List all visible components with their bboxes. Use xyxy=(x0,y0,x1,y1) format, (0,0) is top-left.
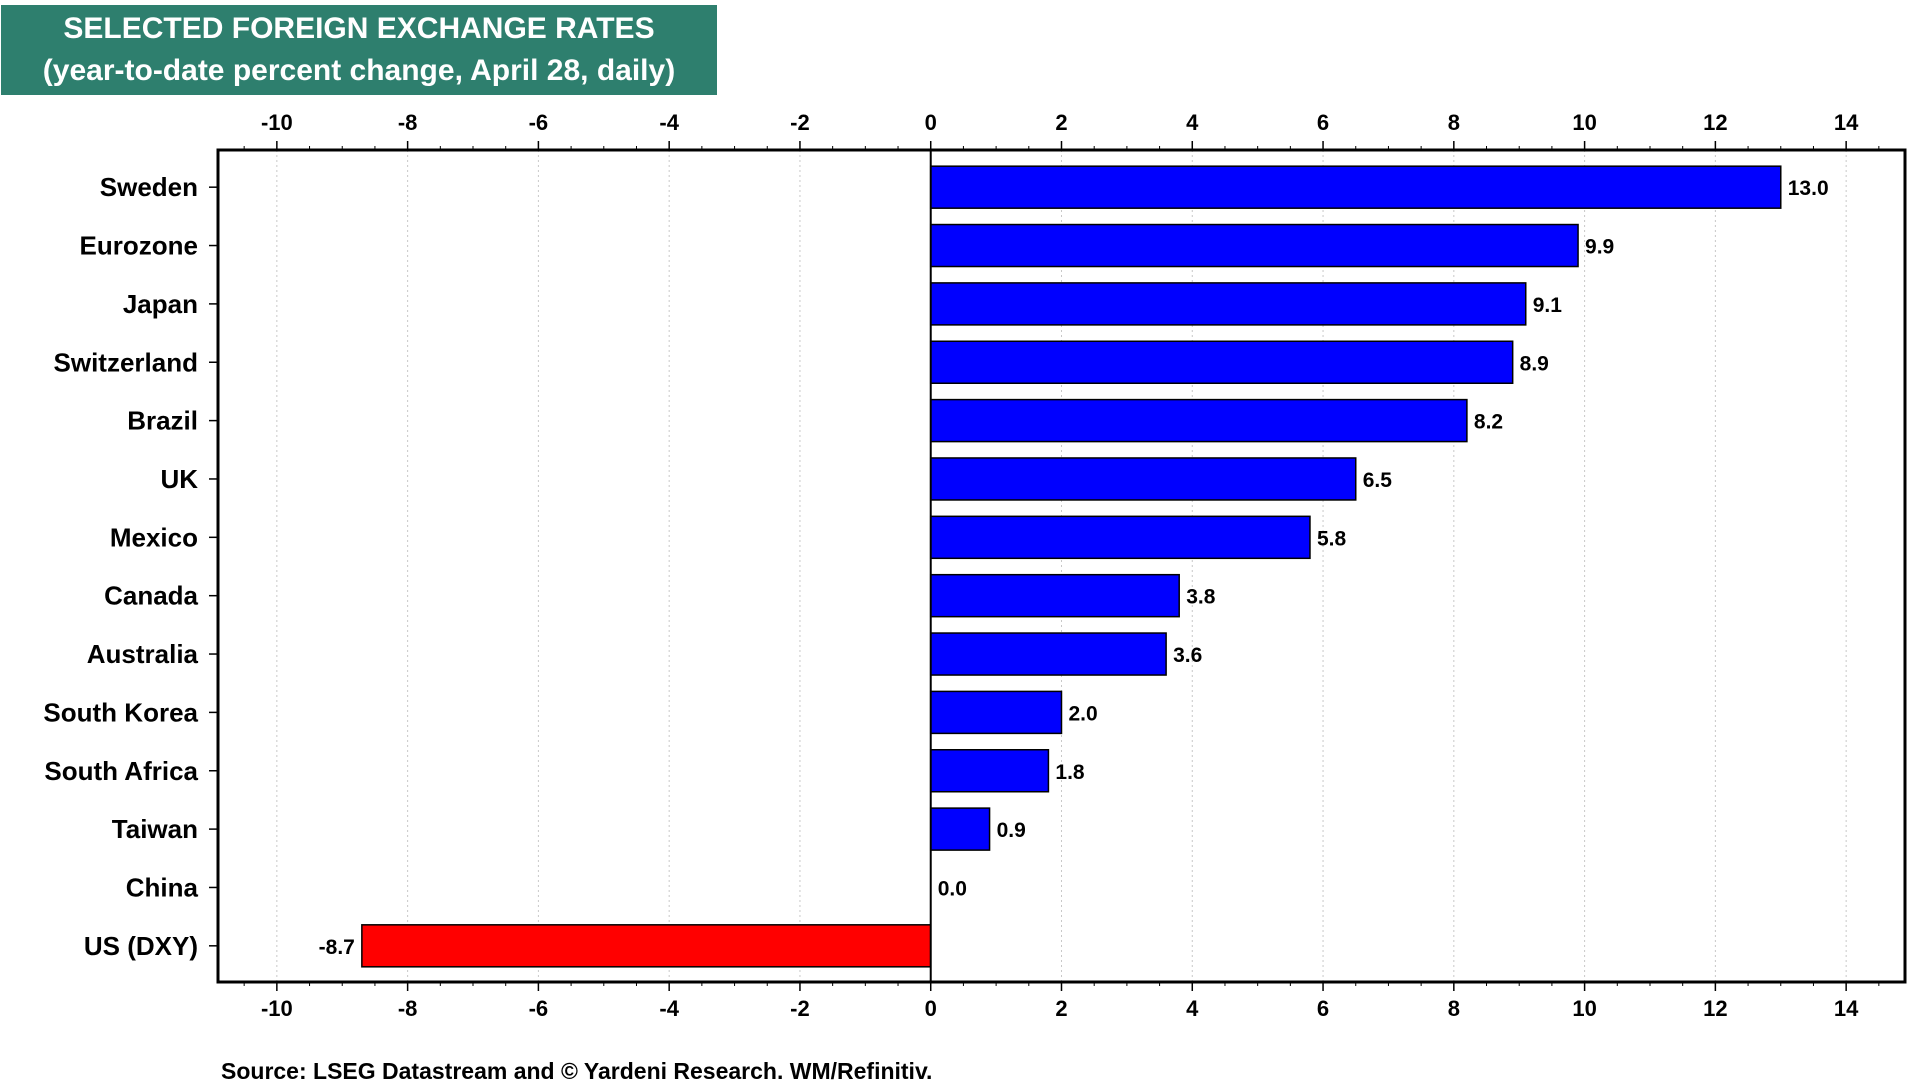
value-label-6: 5.8 xyxy=(1317,527,1347,550)
category-label-10: South Africa xyxy=(44,756,198,786)
x-tick-label-bottom-3: -4 xyxy=(659,996,679,1021)
value-label-7: 3.8 xyxy=(1186,586,1216,609)
category-label-3: Switzerland xyxy=(54,347,198,377)
source-note: Source: LSEG Datastream and © Yardeni Re… xyxy=(221,1058,933,1084)
value-label-2: 9.1 xyxy=(1533,294,1563,317)
bar-2 xyxy=(929,282,1527,326)
value-label-9: 2.0 xyxy=(1069,702,1098,725)
value-label-4: 8.2 xyxy=(1474,411,1503,434)
category-label-5: UK xyxy=(160,464,198,494)
bar-0 xyxy=(929,165,1782,209)
category-label-2: Japan xyxy=(123,289,198,319)
bar-9 xyxy=(929,690,1063,735)
category-label-9: South Korea xyxy=(43,697,198,727)
category-label-12: China xyxy=(126,872,199,902)
value-label-11: 0.9 xyxy=(997,819,1026,842)
bar-7 xyxy=(929,573,1180,618)
bar-8 xyxy=(929,632,1167,676)
value-label-10: 1.8 xyxy=(1055,761,1085,784)
x-tick-label-bottom-5: 0 xyxy=(925,996,937,1021)
x-tick-label-bottom-9: 8 xyxy=(1448,996,1460,1021)
chart-title: SELECTED FOREIGN EXCHANGE RATES xyxy=(63,12,655,45)
x-tick-label-bottom-2: -6 xyxy=(529,996,549,1021)
x-tick-label-top-5: 0 xyxy=(925,110,937,135)
x-tick-label-top-9: 8 xyxy=(1448,110,1460,135)
category-label-6: Mexico xyxy=(110,522,198,552)
value-label-8: 3.6 xyxy=(1173,644,1202,667)
bar-4 xyxy=(929,398,1468,443)
x-tick-label-top-6: 2 xyxy=(1055,110,1067,135)
category-label-13: US (DXY) xyxy=(84,931,198,961)
x-tick-label-top-3: -4 xyxy=(659,110,679,135)
value-label-3: 8.9 xyxy=(1520,352,1549,375)
value-label-12: 0.0 xyxy=(938,877,967,900)
x-tick-label-top-0: -10 xyxy=(261,110,293,135)
bar-5 xyxy=(929,457,1357,501)
category-label-4: Brazil xyxy=(127,406,198,436)
x-tick-label-bottom-7: 4 xyxy=(1186,996,1199,1021)
x-tick-label-bottom-12: 14 xyxy=(1834,996,1859,1021)
category-label-11: Taiwan xyxy=(112,814,198,844)
value-label-5: 6.5 xyxy=(1363,469,1393,492)
bar-3 xyxy=(929,340,1514,384)
category-label-1: Eurozone xyxy=(80,231,198,261)
plot-frame xyxy=(216,148,1907,984)
x-tick-label-bottom-8: 6 xyxy=(1317,996,1329,1021)
x-tick-label-bottom-6: 2 xyxy=(1055,996,1067,1021)
x-tick-label-top-1: -8 xyxy=(398,110,418,135)
category-label-8: Australia xyxy=(87,639,199,669)
category-label-0: Sweden xyxy=(100,172,198,202)
category-label-7: Canada xyxy=(104,581,198,611)
x-tick-label-bottom-0: -10 xyxy=(261,996,293,1021)
bar-1 xyxy=(929,223,1579,268)
x-tick-label-bottom-11: 12 xyxy=(1703,996,1727,1021)
x-tick-label-top-8: 6 xyxy=(1317,110,1329,135)
x-tick-label-top-7: 4 xyxy=(1186,110,1199,135)
x-tick-label-top-11: 12 xyxy=(1703,110,1727,135)
x-tick-label-top-2: -6 xyxy=(529,110,549,135)
value-label-0: 13.0 xyxy=(1788,177,1829,200)
x-tick-label-bottom-4: -2 xyxy=(790,996,810,1021)
value-label-13: -8.7 xyxy=(319,936,355,959)
bar-13 xyxy=(361,924,932,968)
bar-11 xyxy=(929,807,991,851)
bar-6 xyxy=(929,515,1311,560)
x-tick-label-top-10: 10 xyxy=(1572,110,1596,135)
x-tick-label-top-4: -2 xyxy=(790,110,810,135)
bar-10 xyxy=(929,749,1050,793)
x-tick-label-bottom-1: -8 xyxy=(398,996,418,1021)
value-label-1: 9.9 xyxy=(1585,236,1614,259)
chart-subtitle: (year-to-date percent change, April 28, … xyxy=(42,54,676,87)
chart-title-box: SELECTED FOREIGN EXCHANGE RATES (year-to… xyxy=(1,5,717,95)
x-tick-label-top-12: 14 xyxy=(1834,110,1859,135)
x-tick-label-bottom-10: 10 xyxy=(1572,996,1596,1021)
